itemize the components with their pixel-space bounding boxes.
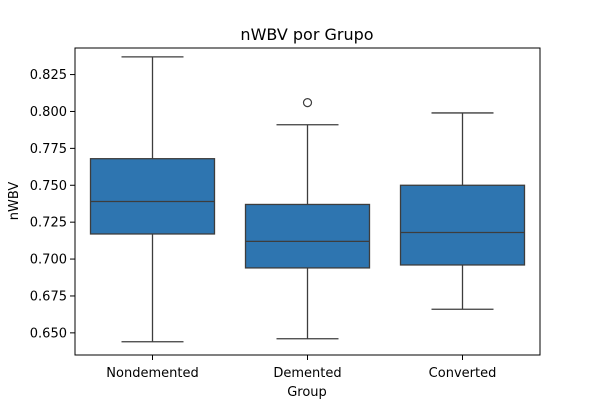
chart-title: nWBV por Grupo <box>240 25 373 44</box>
x-tick-label: Demented <box>273 366 341 381</box>
y-tick-label: 0.700 <box>30 253 67 268</box>
y-tick-label: 0.675 <box>30 289 67 304</box>
y-axis-label: nWBV <box>7 182 22 221</box>
box-group <box>399 112 526 310</box>
x-tick-label: Converted <box>429 366 497 381</box>
iqr-box <box>399 184 526 266</box>
plot-frame <box>74 47 541 356</box>
box-group <box>244 98 371 340</box>
x-axis: Nondemented Demented Converted <box>106 355 496 381</box>
y-tick-label: 0.725 <box>30 216 67 231</box>
y-tick-label: 0.800 <box>30 105 67 120</box>
y-tick-label: 0.825 <box>30 68 67 83</box>
plot-area <box>89 56 526 343</box>
outlier-point <box>302 98 313 108</box>
y-tick-label: 0.650 <box>30 326 67 341</box>
x-tick-label: Nondemented <box>106 366 198 381</box>
box-group <box>89 56 216 343</box>
iqr-box <box>244 203 371 269</box>
iqr-box <box>89 158 216 235</box>
x-axis-label: Group <box>287 385 327 400</box>
y-tick-label: 0.750 <box>30 179 67 194</box>
y-axis: 0.650 0.675 0.700 0.725 0.750 0.775 0.800 0.825 <box>30 68 75 341</box>
y-tick-label: 0.775 <box>30 142 67 157</box>
